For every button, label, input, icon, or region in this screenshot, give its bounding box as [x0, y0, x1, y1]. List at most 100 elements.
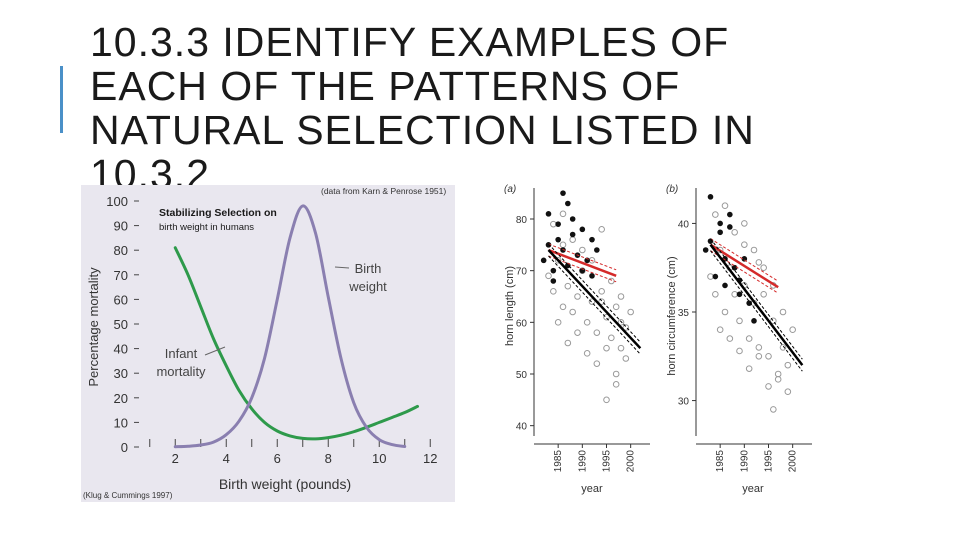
x-tick-label: 2 — [172, 451, 179, 466]
confidence-band-line — [548, 255, 641, 355]
annotation-mortality: mortality — [156, 364, 206, 379]
x-tick-label: 1990 — [739, 450, 750, 473]
x-tick-label: 2000 — [788, 450, 799, 473]
data-point-open — [545, 272, 552, 280]
data-point-open — [774, 370, 782, 378]
annotation-leader-birth — [334, 266, 350, 269]
data-point-filled — [560, 190, 566, 196]
data-point-open — [593, 329, 601, 336]
data-point-filled — [589, 236, 595, 243]
data-point-open — [779, 344, 787, 351]
data-point-filled — [579, 226, 586, 233]
panel-a-plot: 40 50 60 70 80 1985 1990 1995 2000 — [516, 188, 650, 472]
data-point-filled — [717, 229, 723, 236]
data-point-open — [588, 298, 596, 305]
x-tick-label: 2000 — [626, 450, 637, 473]
data-point-open — [564, 339, 572, 347]
data-point-filled — [550, 267, 557, 274]
data-point-open — [745, 335, 753, 342]
data-point-filled — [702, 247, 709, 253]
data-point-open — [574, 329, 581, 336]
data-point-filled — [717, 220, 723, 227]
data-point-open — [593, 360, 601, 367]
data-point-open — [603, 396, 610, 404]
chart-series — [173, 204, 419, 449]
y-tick-label: 60 — [114, 292, 128, 307]
title-line-3: NATURAL SELECTION LISTED IN — [90, 107, 755, 153]
birth-weight-mortality-chart: 0 10 20 30 40 50 60 70 80 90 100 2 4 6 8 10 12 (data fr… — [81, 185, 455, 502]
data-point-open — [612, 370, 620, 378]
data-point-open — [622, 324, 630, 331]
y-tick-label: 35 — [678, 308, 690, 319]
data-point-open — [755, 344, 763, 351]
confidence-band-line — [548, 243, 641, 343]
horn-size-panels: (a) (b) 40 50 60 70 80 1985 1990 1995 2000 30 35 4… — [504, 184, 812, 495]
data-point-open — [784, 388, 792, 396]
data-point-open — [550, 288, 557, 295]
regression-line — [709, 243, 779, 289]
data-point-open — [569, 236, 576, 243]
data-point-open — [712, 211, 719, 218]
data-point-open — [721, 202, 729, 210]
data-point-open — [765, 383, 772, 390]
data-point-open — [603, 313, 610, 321]
data-point-open — [731, 228, 738, 236]
data-point-open — [622, 355, 630, 362]
data-point-open — [550, 220, 557, 228]
y-tick-label: 10 — [114, 415, 128, 430]
data-point-open — [774, 376, 782, 383]
y-tick-label: 20 — [114, 391, 128, 406]
data-point-open — [779, 308, 787, 316]
x-tick-label: 1990 — [577, 450, 588, 473]
data-point-open — [784, 361, 792, 369]
confidence-band-line — [710, 250, 779, 294]
x-tick-label: 1985 — [553, 450, 564, 473]
title-line-1: 10.3.3 IDENTIFY EXAMPLES OF — [90, 19, 730, 65]
data-point-open — [554, 257, 562, 264]
data-point-open — [574, 293, 581, 300]
y-tick-label: 70 — [516, 267, 528, 278]
chart-source-bottom: (Klug & Cummings 1997) — [83, 491, 173, 500]
title-line-2: EACH OF THE PATTERNS OF — [90, 63, 681, 109]
data-point-open — [760, 264, 767, 272]
title-accent-bar — [60, 66, 63, 133]
data-point-filled — [545, 242, 552, 248]
data-point-open — [736, 317, 743, 325]
data-point-open — [598, 288, 605, 295]
data-point-open — [598, 298, 605, 305]
y-tick-label: 90 — [114, 219, 128, 234]
data-point-open — [736, 347, 743, 355]
data-point-filled — [594, 247, 600, 253]
confidence-band-line — [710, 238, 803, 360]
data-point-filled — [545, 211, 552, 217]
data-point-open — [603, 344, 610, 352]
data-point-open — [617, 293, 625, 300]
panel-a-x-label: year — [581, 483, 603, 495]
data-point-open — [741, 220, 748, 227]
data-point-open — [612, 303, 620, 311]
data-point-filled — [751, 318, 757, 324]
data-point-filled — [550, 278, 557, 284]
data-point-open — [750, 246, 758, 254]
data-point-open — [726, 335, 734, 342]
y-axis-label: Percentage mortality — [86, 267, 101, 387]
data-point-filled — [722, 282, 728, 289]
data-point-filled — [731, 264, 738, 271]
data-point-open — [617, 344, 625, 352]
y-tick-label: 80 — [516, 215, 528, 226]
x-tick-label: 1985 — [715, 450, 726, 473]
data-point-open — [721, 308, 729, 316]
data-point-filled — [569, 216, 576, 222]
y-tick-label: 60 — [516, 318, 528, 329]
x-tick-label: 1995 — [602, 450, 613, 473]
y-tick-label: 30 — [114, 366, 128, 381]
data-point-filled — [555, 221, 561, 227]
confidence-band-line — [710, 238, 779, 282]
data-point-filled — [565, 200, 571, 207]
panel-a-y-label: horn length (cm) — [504, 266, 516, 346]
data-point-open — [559, 210, 567, 218]
data-point-open — [617, 319, 625, 326]
y-tick-label: 40 — [516, 422, 528, 433]
data-point-open — [770, 317, 777, 325]
data-point-open — [564, 282, 572, 290]
